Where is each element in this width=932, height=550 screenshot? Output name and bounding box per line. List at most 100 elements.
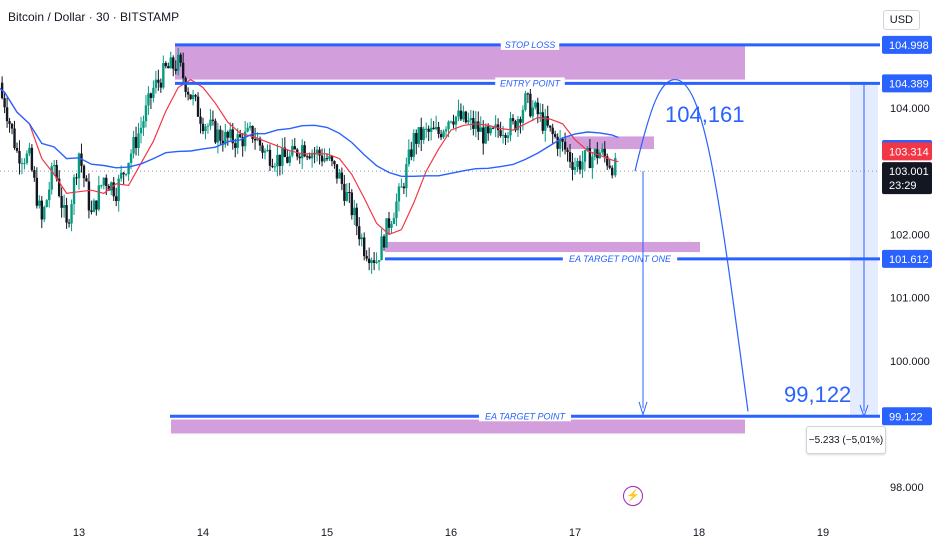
candle-body (67, 222, 71, 224)
candle-body (611, 167, 614, 176)
candle-body (25, 153, 29, 163)
candle-body (253, 138, 257, 141)
candle-body (432, 127, 435, 130)
candle-body (85, 178, 88, 182)
candle-body (70, 204, 73, 224)
candle-body (578, 160, 582, 170)
drop-arrowhead (638, 401, 648, 417)
last-price-text: 103.001 (889, 166, 929, 178)
candle-body (33, 170, 36, 178)
candle-body (206, 125, 210, 127)
price-badge[interactable] (882, 249, 932, 268)
levels-layer[interactable]: STOP LOSS ENTRY POINT EA TARGET POINT ONE E… (170, 38, 880, 422)
candle-body (425, 128, 428, 130)
candle-body (201, 123, 205, 132)
candle-body (588, 148, 592, 169)
ea-target-one-label: EA TARGET POINT ONE (569, 254, 672, 264)
candle-body (154, 79, 158, 88)
candle-body (504, 135, 507, 138)
candle-body (95, 200, 98, 210)
candle-body (18, 150, 21, 164)
candle-body (53, 164, 56, 167)
candle-body (226, 131, 229, 138)
candle-body (360, 237, 363, 240)
candle-body (546, 116, 549, 126)
candle-body (459, 110, 463, 120)
candle-body (164, 63, 167, 67)
ma-red-line (0, 78, 619, 236)
projection-layer: 104,161 99,122 (634, 78, 869, 418)
candle-body (28, 147, 31, 154)
price-tick-label: 100.000 (890, 356, 930, 368)
target-label: 99,122 (784, 382, 851, 407)
candle-body (536, 102, 539, 115)
candle-body (174, 68, 177, 71)
candle-body (251, 125, 254, 139)
candle-body (281, 147, 284, 166)
candle-body (449, 121, 453, 123)
candle-body (521, 109, 525, 123)
candle-body (380, 236, 383, 261)
measure-result: −5.233 (−5,01%) (806, 426, 886, 454)
candle-body (561, 138, 564, 142)
projection-arc (634, 78, 749, 412)
candle-body (375, 261, 378, 263)
candle-body (75, 177, 78, 179)
time-tick-label: 19 (817, 527, 829, 539)
candle-body (382, 236, 386, 248)
currency-button[interactable]: USD (882, 10, 920, 30)
last-price-badge[interactable] (882, 162, 932, 195)
price-tick-label: 98.000 (890, 482, 924, 494)
candle-body (506, 135, 510, 138)
candle-body (162, 63, 165, 88)
candle-body (229, 129, 232, 138)
candle-body (323, 158, 326, 162)
time-tick-label: 15 (321, 527, 333, 539)
candle-body (231, 129, 234, 144)
time-tick-label: 16 (445, 527, 457, 539)
candle-body (211, 119, 215, 121)
time-axis[interactable]: 13 14 15 16 17 18 19 (73, 527, 829, 539)
candle-body (516, 119, 520, 131)
candle-body (60, 195, 63, 208)
candle-body (447, 121, 450, 130)
symbol-title[interactable]: Bitcoin / Dollar · 30 · BITSTAMP (8, 10, 180, 24)
candle-body (301, 145, 304, 159)
candle-body (464, 111, 468, 123)
candle-body (496, 124, 500, 131)
candle-body (10, 123, 14, 129)
candle-body (177, 54, 180, 71)
candle-body (596, 149, 599, 159)
price-badge[interactable] (882, 142, 932, 161)
candle-body (65, 205, 68, 223)
candle-body (358, 226, 361, 240)
price-badge[interactable] (882, 35, 932, 54)
candle-body (288, 155, 291, 163)
candle-body (320, 155, 324, 162)
candle-body (199, 116, 202, 124)
candle-body (566, 149, 569, 153)
candle-body (601, 148, 604, 153)
candle-body (437, 126, 440, 134)
candle-body (499, 130, 502, 136)
candle-body (119, 172, 123, 179)
lightning-event-icon[interactable]: ⚡ (623, 486, 643, 506)
candle-body (308, 156, 311, 159)
candle-body (494, 124, 497, 128)
candle-body (115, 196, 118, 202)
candle-body (43, 207, 46, 220)
time-tick-label: 17 (569, 527, 581, 539)
price-badge[interactable] (882, 407, 932, 426)
candle-body (472, 118, 475, 129)
candle-body (40, 200, 43, 220)
candle-body (392, 218, 396, 224)
candle-body (479, 127, 482, 132)
candle-body (469, 118, 473, 121)
time-tick-label: 18 (693, 527, 705, 539)
price-badge[interactable] (882, 74, 932, 93)
candle-body (142, 121, 145, 128)
price-axis[interactable]: 104.000 102.000 101.000 100.000 98.000 104.99… (882, 35, 932, 494)
candle-body (363, 237, 366, 257)
candle-body (50, 166, 53, 190)
